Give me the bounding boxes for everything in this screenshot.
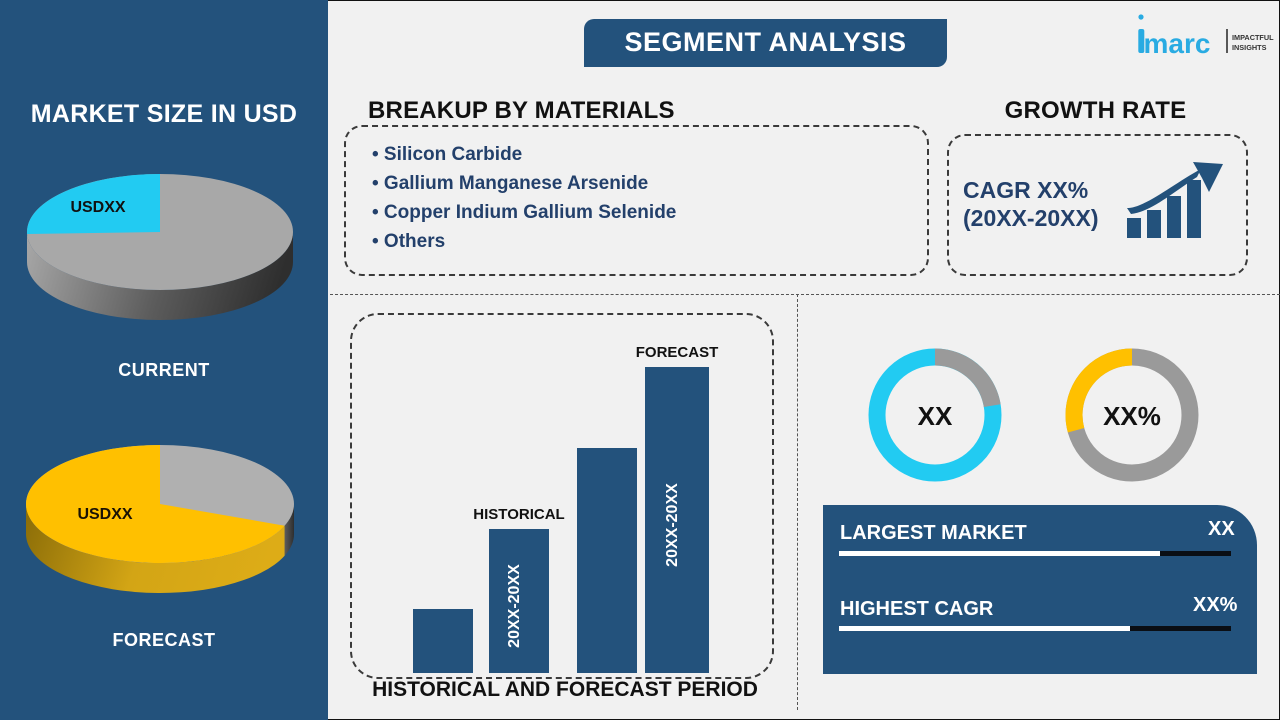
svg-text:XX%: XX% xyxy=(1103,401,1161,431)
svg-text:XX: XX xyxy=(918,401,953,431)
svg-text:20XX-20XX: 20XX-20XX xyxy=(506,564,523,648)
svg-text:IMPACTFUL: IMPACTFUL xyxy=(1232,33,1274,42)
svg-text:INSIGHTS: INSIGHTS xyxy=(1232,43,1267,52)
svg-text:marc: marc xyxy=(1144,28,1211,59)
svg-text:20XX-20XX: 20XX-20XX xyxy=(664,483,681,567)
svg-text:FORECAST: FORECAST xyxy=(636,344,719,361)
svg-text:HISTORICAL: HISTORICAL xyxy=(473,506,564,523)
